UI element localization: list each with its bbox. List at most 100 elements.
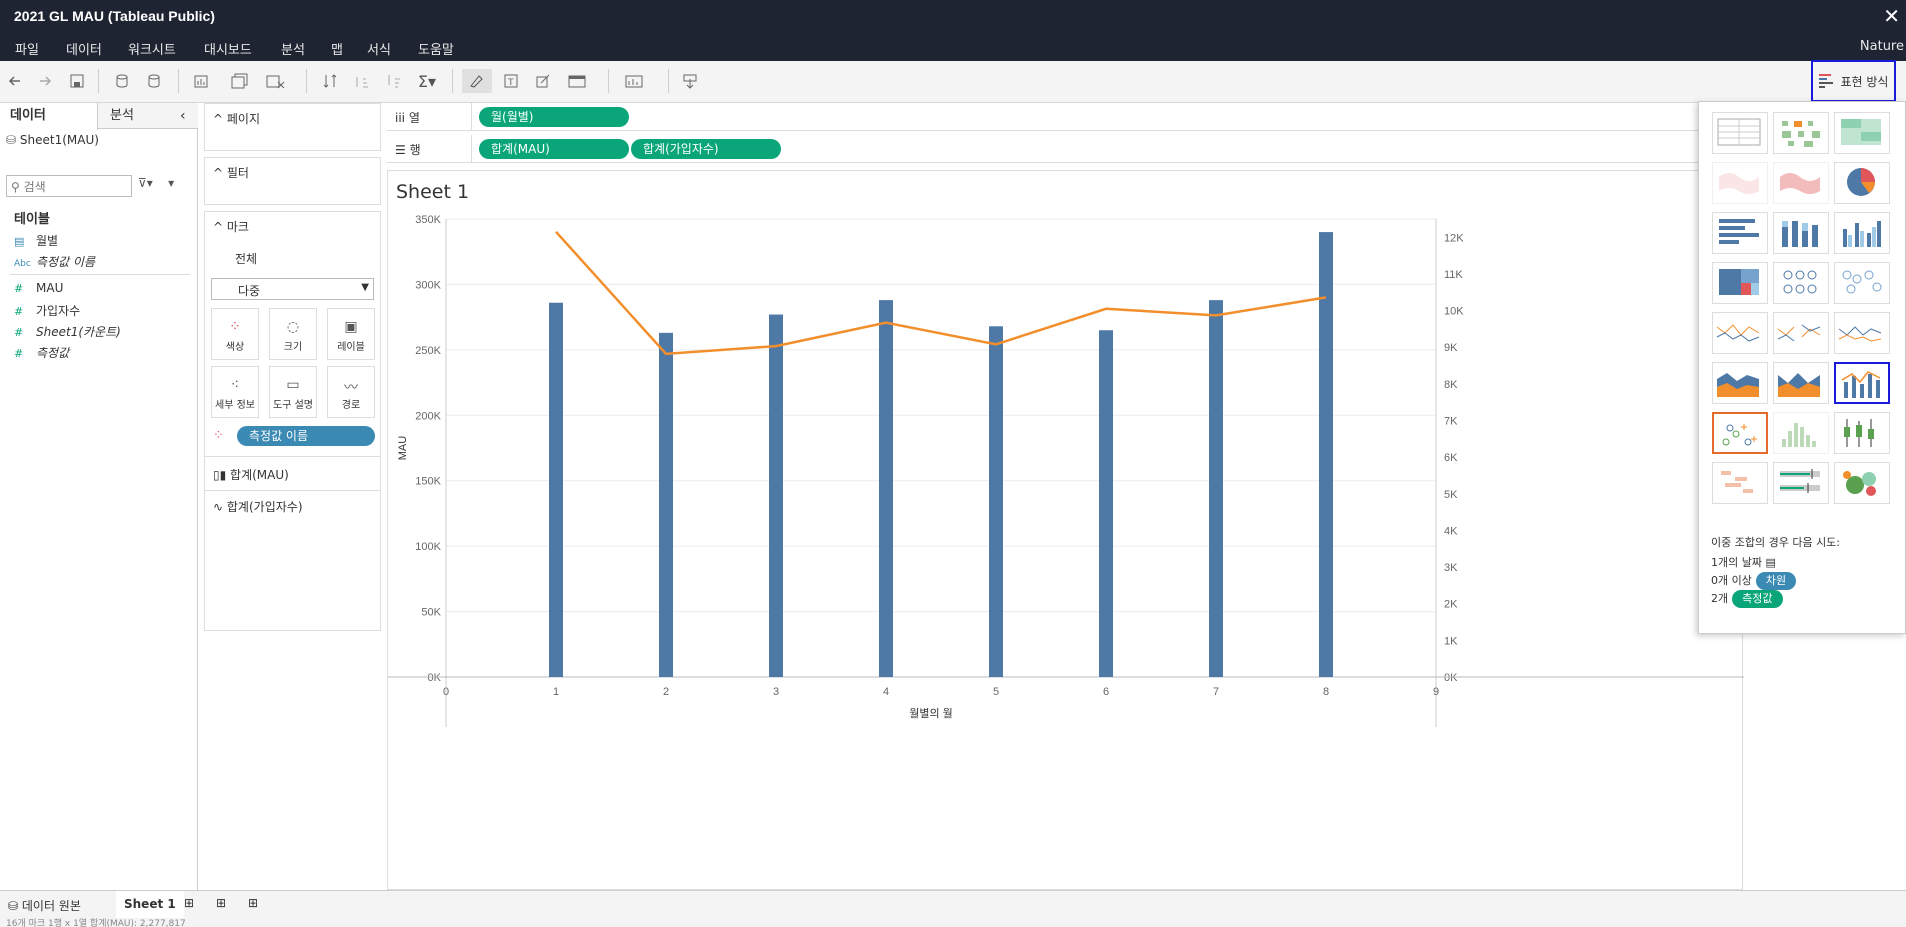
account-name[interactable]: Nature: [1859, 39, 1904, 54]
sort-ascending-icon[interactable]: [350, 69, 374, 93]
field-measure-names[interactable]: Abc 측정값 이름: [14, 253, 95, 270]
chart-type-highlight-table[interactable]: [1834, 112, 1890, 154]
chart-type-bullet-graph[interactable]: [1773, 462, 1829, 504]
chart-type-symbol-map[interactable]: [1712, 162, 1768, 204]
pause-updates-icon[interactable]: [144, 69, 166, 93]
mau-bar: [989, 326, 1003, 677]
datasource-item[interactable]: ⛁ Sheet1(MAU): [6, 133, 99, 147]
menu-format[interactable]: 서식: [367, 43, 391, 58]
chart-type-dual-line[interactable]: [1834, 312, 1890, 354]
chart-type-text-table[interactable]: [1712, 112, 1768, 154]
chart-type-gantt[interactable]: [1712, 462, 1768, 504]
field-mau[interactable]: # MAU: [14, 281, 63, 295]
present-icon[interactable]: [620, 69, 654, 93]
label-label: 레이블: [337, 342, 365, 353]
duplicate-icon[interactable]: [228, 69, 252, 93]
detail-button[interactable]: ⁖ 세부 정보: [211, 366, 259, 418]
new-dashboard-tab-icon[interactable]: ⊞: [216, 896, 227, 910]
combo-chart[interactable]: 0K 50K 100K 150K 200K 250K 300K 350K 0K 1K 2K 3K 4K 5…: [388, 211, 1744, 891]
chart-type-dual-combination[interactable]: [1834, 362, 1890, 404]
chart-type-line-continuous[interactable]: [1712, 312, 1768, 354]
field-month[interactable]: ▤ 월별: [14, 232, 58, 249]
tab-data[interactable]: 데이터: [0, 103, 98, 130]
y2-tick-label: 8K: [1444, 379, 1458, 391]
field-signups[interactable]: # 가입자수: [14, 302, 80, 319]
datasource-tab[interactable]: ⛁ 데이터 원본: [8, 899, 81, 913]
show-me-button[interactable]: 표현 방식: [1811, 60, 1896, 102]
rows-shelf[interactable]: ☰ 행 합계(MAU) 합계(가입자수): [387, 135, 1906, 163]
columns-shelf[interactable]: iii 열 월(월별): [387, 103, 1906, 131]
new-worksheet-tab-icon[interactable]: ⊞: [184, 896, 195, 910]
chart-type-packed-bubbles[interactable]: [1834, 462, 1890, 504]
save-icon[interactable]: [66, 69, 88, 93]
show-me-panel: 이중 조합의 경우 다음 시도: 1개의 날짜 ▤ 0개 이상 차원 2개 측정값: [1698, 101, 1906, 634]
close-icon[interactable]: ✕: [1883, 4, 1900, 28]
pages-card[interactable]: ^ 페이지: [204, 103, 381, 151]
new-datasource-icon[interactable]: [112, 69, 134, 93]
rows-pill-mau[interactable]: 합계(MAU): [479, 139, 629, 159]
dimension-chip: 차원: [1755, 572, 1797, 590]
marks-sum-signups[interactable]: ∿ 합계(가입자수): [213, 498, 303, 515]
tooltip-button[interactable]: ▭ 도구 설명: [269, 366, 317, 418]
y2-tick-label: 11K: [1444, 269, 1463, 281]
columns-pill-month[interactable]: 월(월별): [479, 107, 629, 127]
label-button[interactable]: ▣ 레이블: [327, 308, 375, 360]
marks-sum-mau[interactable]: ▯▮ 합계(MAU): [213, 466, 289, 483]
search-field[interactable]: ⚲ 검색: [6, 175, 132, 197]
highlight-icon[interactable]: [462, 69, 492, 93]
chart-type-area-continuous[interactable]: [1712, 362, 1768, 404]
chart-type-side-by-side-bar[interactable]: [1834, 212, 1890, 254]
filter-fields-icon[interactable]: ⊽▾ ▾: [138, 176, 175, 190]
detail-icon: ⁖: [230, 377, 240, 393]
clear-sheet-icon[interactable]: [262, 69, 290, 93]
filters-card[interactable]: ^ 필터: [204, 157, 381, 205]
chart-type-side-by-side-circle[interactable]: [1834, 262, 1890, 304]
chart-type-heat-map[interactable]: [1773, 112, 1829, 154]
chart-type-circle-view[interactable]: [1773, 262, 1829, 304]
fit-icon[interactable]: [564, 69, 594, 93]
menu-file[interactable]: 파일: [15, 43, 39, 58]
y-tick-label: 300K: [415, 279, 441, 291]
rows-pill-signups[interactable]: 합계(가입자수): [631, 139, 781, 159]
chart-type-area-discrete[interactable]: [1773, 362, 1829, 404]
field-measure-values[interactable]: # 측정값: [14, 344, 69, 361]
new-story-tab-icon[interactable]: ⊞: [248, 896, 259, 910]
field-count[interactable]: # Sheet1(카운트): [14, 323, 121, 340]
swap-icon[interactable]: [318, 69, 342, 93]
sheet-tabs-bar: ⛁ 데이터 원본 Sheet 1 ⊞ ⊞ ⊞: [0, 890, 1906, 918]
chart-type-line-discrete[interactable]: [1773, 312, 1829, 354]
menu-help[interactable]: 도움말: [418, 43, 454, 58]
show-labels-icon[interactable]: T: [500, 69, 522, 93]
totals-icon[interactable]: Σ▾: [417, 71, 437, 91]
collapse-pane-icon[interactable]: ‹: [180, 108, 186, 124]
color-button[interactable]: ⁘ 색상: [211, 308, 259, 360]
menu-map[interactable]: 맵: [331, 43, 343, 58]
chart-type-scatter[interactable]: [1712, 412, 1768, 454]
chart-type-stacked-bar[interactable]: [1773, 212, 1829, 254]
new-worksheet-icon[interactable]: [190, 69, 218, 93]
redo-icon[interactable]: [34, 69, 56, 93]
menu-data[interactable]: 데이터: [66, 43, 102, 58]
y2-tick-label: 6K: [1444, 452, 1458, 464]
marks-all-tab[interactable]: 전체: [235, 252, 258, 266]
share-icon[interactable]: [678, 69, 702, 93]
y-axis-title: MAU: [397, 436, 409, 461]
chart-type-pie[interactable]: [1834, 162, 1890, 204]
chart-type-treemap[interactable]: [1712, 262, 1768, 304]
measure-names-pill[interactable]: 측정값 이름: [237, 426, 375, 446]
mark-type-select[interactable]: 다중 ▼: [211, 278, 374, 300]
tab-analytics[interactable]: 분석: [110, 108, 134, 123]
chart-type-filled-map[interactable]: [1773, 162, 1829, 204]
sheet-tab[interactable]: Sheet 1: [116, 891, 184, 918]
undo-icon[interactable]: [4, 69, 26, 93]
sort-descending-icon[interactable]: [382, 69, 406, 93]
path-button[interactable]: 〰 경로: [327, 366, 375, 418]
menu-analysis[interactable]: 분석: [281, 43, 305, 58]
format-icon[interactable]: [532, 69, 554, 93]
menu-dashboard[interactable]: 대시보드: [204, 43, 252, 58]
chart-type-box-whisker[interactable]: [1834, 412, 1890, 454]
size-button[interactable]: ◌ 크기: [269, 308, 317, 360]
menu-worksheet[interactable]: 워크시트: [128, 43, 176, 58]
chart-type-histogram[interactable]: [1773, 412, 1829, 454]
chart-type-hbar[interactable]: [1712, 212, 1768, 254]
